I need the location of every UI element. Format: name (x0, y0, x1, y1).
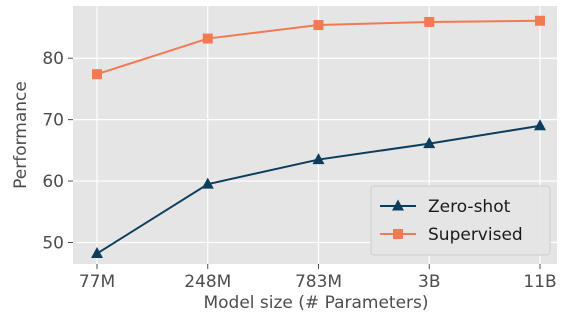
data-point (91, 247, 103, 259)
legend-marker (393, 229, 403, 239)
series-layer (91, 15, 546, 259)
legend-box (370, 185, 551, 256)
ticks: 77M 248M 783M 3B 11B 50 60 70 80 (42, 49, 556, 292)
data-point (201, 177, 214, 189)
legend-label: Supervised (428, 225, 523, 245)
y-tick-label: 80 (42, 49, 64, 69)
y-tick-label: 70 (42, 111, 64, 131)
legend: Zero-shot Supervised (370, 185, 551, 256)
series-zero-shot (91, 119, 546, 259)
x-tick-label: 11B (523, 272, 556, 292)
x-axis-label: Model size (# Parameters) (203, 293, 428, 313)
data-point (92, 69, 102, 80)
data-point (312, 153, 325, 165)
x-tick-label: 3B (418, 272, 440, 292)
data-point (534, 119, 546, 131)
x-tick-label: 77M (79, 272, 115, 292)
x-tick-label: 248M (184, 272, 231, 292)
data-point (423, 137, 436, 149)
data-point (202, 33, 213, 44)
y-tick-label: 50 (42, 234, 64, 254)
legend-marker (392, 199, 404, 211)
data-point (535, 15, 545, 26)
y-tick-label: 60 (42, 172, 64, 192)
y-axis-label: Performance (11, 81, 31, 189)
series-supervised (92, 15, 545, 80)
data-point (424, 16, 435, 27)
x-tick-label: 783M (295, 272, 342, 292)
data-point (313, 20, 324, 31)
legend-label: Zero-shot (428, 197, 511, 217)
